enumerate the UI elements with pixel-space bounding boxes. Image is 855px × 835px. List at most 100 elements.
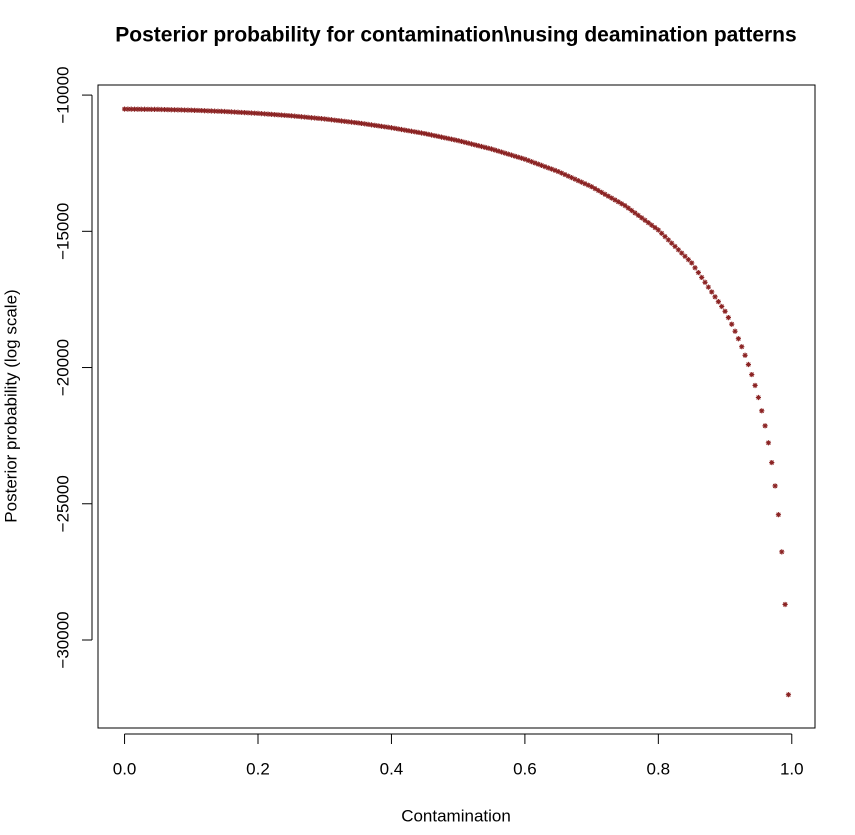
point xyxy=(155,106,161,113)
point xyxy=(328,117,334,123)
point xyxy=(348,119,355,125)
point xyxy=(662,233,668,240)
point xyxy=(592,185,598,192)
point xyxy=(388,125,395,131)
point xyxy=(719,303,725,310)
point xyxy=(242,110,248,116)
point xyxy=(422,130,428,137)
point xyxy=(582,181,588,187)
point xyxy=(485,145,491,151)
y-tick-label: −30000 xyxy=(53,611,72,668)
point xyxy=(338,118,345,124)
point xyxy=(452,137,458,143)
x-tick-label: 1.0 xyxy=(780,759,804,778)
point xyxy=(355,120,361,126)
point xyxy=(498,149,505,155)
point xyxy=(659,230,665,236)
point xyxy=(565,173,571,179)
chart-title: Posterior probability for contamination\… xyxy=(115,24,796,47)
point xyxy=(428,132,435,138)
point xyxy=(679,250,685,256)
point xyxy=(542,164,548,170)
point xyxy=(695,269,701,276)
point xyxy=(415,129,421,136)
point xyxy=(442,135,448,141)
point xyxy=(141,106,148,112)
point xyxy=(732,328,738,334)
point xyxy=(362,121,368,127)
point xyxy=(785,692,792,698)
point xyxy=(568,175,575,181)
point xyxy=(538,162,545,169)
point xyxy=(171,107,178,113)
point xyxy=(125,106,131,112)
point xyxy=(492,147,498,153)
point xyxy=(579,179,585,185)
point xyxy=(555,168,561,175)
y-tick-label: −15000 xyxy=(53,203,72,260)
point xyxy=(265,111,271,117)
point xyxy=(655,227,661,233)
point xyxy=(165,107,171,113)
point xyxy=(205,108,211,114)
point xyxy=(322,116,328,122)
point xyxy=(262,111,268,117)
point xyxy=(468,141,475,147)
point xyxy=(432,133,438,139)
point xyxy=(408,128,415,134)
point xyxy=(418,130,425,136)
point xyxy=(315,115,321,121)
point xyxy=(275,112,281,118)
point xyxy=(195,107,201,114)
point xyxy=(535,161,541,167)
point xyxy=(739,344,745,350)
point xyxy=(185,107,191,113)
point xyxy=(625,205,631,211)
point xyxy=(278,112,284,118)
point xyxy=(455,138,461,144)
point xyxy=(675,247,681,253)
point xyxy=(639,215,645,221)
point xyxy=(472,142,478,148)
point xyxy=(131,106,138,112)
point xyxy=(522,156,528,162)
point xyxy=(151,106,158,112)
y-tick-label: −20000 xyxy=(53,339,72,396)
point xyxy=(605,193,611,199)
point xyxy=(458,138,465,145)
point xyxy=(772,483,778,489)
point xyxy=(725,314,731,321)
point xyxy=(175,107,181,113)
point xyxy=(749,371,755,378)
point xyxy=(375,123,381,129)
point xyxy=(238,109,244,116)
point xyxy=(425,131,431,137)
point xyxy=(232,109,238,115)
point xyxy=(629,207,635,214)
point xyxy=(138,106,144,112)
point xyxy=(228,109,234,115)
point xyxy=(635,212,641,218)
point xyxy=(609,195,615,201)
point xyxy=(735,336,742,342)
point xyxy=(332,117,338,123)
point xyxy=(558,170,565,176)
point xyxy=(358,120,365,127)
point xyxy=(158,106,164,113)
point xyxy=(502,150,508,156)
point xyxy=(392,125,398,131)
point xyxy=(135,106,141,112)
point xyxy=(372,122,378,128)
point xyxy=(762,423,768,429)
point xyxy=(445,135,451,142)
point xyxy=(312,115,318,121)
point xyxy=(382,124,388,130)
point xyxy=(305,114,311,120)
point xyxy=(775,512,782,518)
point xyxy=(145,106,151,112)
point xyxy=(218,108,224,114)
point xyxy=(198,107,204,114)
point xyxy=(395,126,401,132)
point xyxy=(619,201,625,207)
point xyxy=(548,166,555,172)
